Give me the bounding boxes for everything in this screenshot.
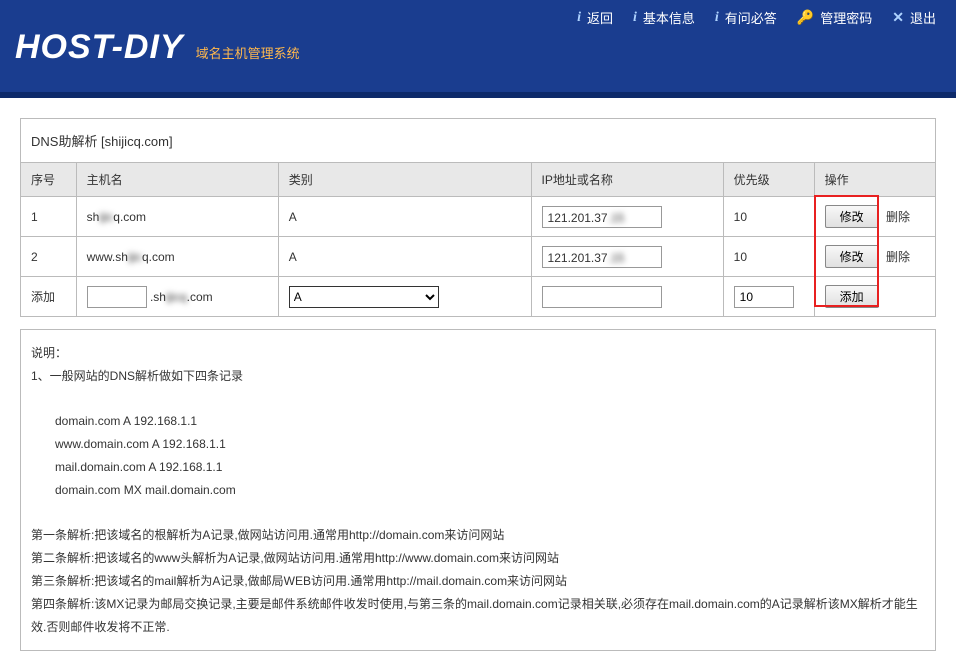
cell-type: A bbox=[278, 197, 531, 237]
cell-seq: 2 bbox=[21, 237, 77, 277]
nav-label: 退出 bbox=[910, 8, 936, 27]
nav-faq[interactable]: i 有问必答 bbox=[715, 8, 777, 27]
example-line: mail.domain.com A 192.168.1.1 bbox=[31, 456, 925, 479]
logo-main: HOST-DIY bbox=[15, 28, 184, 67]
explanation-line: 第三条解析:把该域名的mail解析为A记录,做邮局WEB访问用.通常用http:… bbox=[31, 570, 925, 593]
nav-label: 返回 bbox=[587, 8, 613, 27]
cell-ip: 121.201.37.15 bbox=[531, 197, 723, 237]
cell-seq: 1 bbox=[21, 197, 77, 237]
table-title: DNS助解析 [shijicq.com] bbox=[21, 119, 936, 163]
ip-display: 121.201.37.15 bbox=[542, 246, 662, 268]
table-add-row: 添加 .shijicq.com A 添加 bbox=[21, 277, 936, 317]
table-title-row: DNS助解析 [shijicq.com] bbox=[21, 119, 936, 163]
example-line: domain.com A 192.168.1.1 bbox=[31, 410, 925, 433]
cell-host: www.shijicq.com bbox=[76, 237, 278, 277]
cell-priority: 10 bbox=[723, 237, 814, 277]
explanation-line: 第四条解析:该MX记录为邮局交换记录,主要是邮件系统邮件收发时使用,与第三条的m… bbox=[31, 593, 925, 639]
type-select[interactable]: A bbox=[289, 286, 439, 308]
ip-input[interactable] bbox=[542, 286, 662, 308]
priority-input[interactable] bbox=[734, 286, 794, 308]
delete-link[interactable]: 删除 bbox=[886, 250, 910, 264]
add-priority bbox=[723, 277, 814, 317]
header-priority: 优先级 bbox=[723, 163, 814, 197]
header-action: 操作 bbox=[814, 163, 935, 197]
nav-label: 有问必答 bbox=[725, 8, 777, 27]
add-type: A bbox=[278, 277, 531, 317]
host-input[interactable] bbox=[87, 286, 147, 308]
content: DNS助解析 [shijicq.com] 序号 主机名 类别 IP地址或名称 优… bbox=[0, 98, 956, 671]
ip-display: 121.201.37.15 bbox=[542, 206, 662, 228]
header-host: 主机名 bbox=[76, 163, 278, 197]
header-seq: 序号 bbox=[21, 163, 77, 197]
cell-ip: 121.201.37.15 bbox=[531, 237, 723, 277]
header-ip: IP地址或名称 bbox=[531, 163, 723, 197]
info-icon: i bbox=[577, 10, 581, 26]
cell-type: A bbox=[278, 237, 531, 277]
example-line: domain.com MX mail.domain.com bbox=[31, 479, 925, 502]
instructions-title: 说明： bbox=[31, 342, 925, 365]
key-icon: 🔑 bbox=[797, 9, 814, 26]
nav-exit[interactable]: ✕ 退出 bbox=[892, 8, 936, 27]
nav-basic-info[interactable]: i 基本信息 bbox=[633, 8, 695, 27]
nav-menu: i 返回 i 基本信息 i 有问必答 🔑 管理密码 ✕ 退出 bbox=[577, 8, 936, 27]
info-icon: i bbox=[715, 10, 719, 26]
header: i 返回 i 基本信息 i 有问必答 🔑 管理密码 ✕ 退出 HOST-DIY … bbox=[0, 0, 956, 98]
example-line: www.domain.com A 192.168.1.1 bbox=[31, 433, 925, 456]
exit-icon: ✕ bbox=[892, 9, 904, 26]
explanation-line: 第二条解析:把该域名的www头解析为A记录,做网站访问用.通常用http://w… bbox=[31, 547, 925, 570]
nav-password[interactable]: 🔑 管理密码 bbox=[797, 8, 872, 27]
add-host: .shijicq.com bbox=[76, 277, 278, 317]
delete-link[interactable]: 删除 bbox=[886, 210, 910, 224]
dns-table: DNS助解析 [shijicq.com] 序号 主机名 类别 IP地址或名称 优… bbox=[20, 118, 936, 317]
nav-label: 基本信息 bbox=[643, 8, 695, 27]
cell-host: shijicq.com bbox=[76, 197, 278, 237]
nav-label: 管理密码 bbox=[820, 8, 872, 27]
add-ip bbox=[531, 277, 723, 317]
logo: HOST-DIY 域名主机管理系统 bbox=[15, 28, 300, 67]
table-row: 1 shijicq.com A 121.201.37.15 10 修改 删除 bbox=[21, 197, 936, 237]
header-type: 类别 bbox=[278, 163, 531, 197]
highlight-annotation bbox=[814, 195, 879, 307]
logo-subtitle: 域名主机管理系统 bbox=[196, 43, 300, 62]
instructions: 说明： 1、一般网站的DNS解析做如下四条记录 domain.com A 192… bbox=[20, 329, 936, 651]
table-header-row: 序号 主机名 类别 IP地址或名称 优先级 操作 bbox=[21, 163, 936, 197]
add-label: 添加 bbox=[21, 277, 77, 317]
cell-priority: 10 bbox=[723, 197, 814, 237]
explanation-line: 第一条解析:把该域名的根解析为A记录,做网站访问用.通常用http://doma… bbox=[31, 524, 925, 547]
table-row: 2 www.shijicq.com A 121.201.37.15 10 修改 … bbox=[21, 237, 936, 277]
nav-back[interactable]: i 返回 bbox=[577, 8, 613, 27]
info-icon: i bbox=[633, 10, 637, 26]
instructions-line: 1、一般网站的DNS解析做如下四条记录 bbox=[31, 365, 925, 388]
